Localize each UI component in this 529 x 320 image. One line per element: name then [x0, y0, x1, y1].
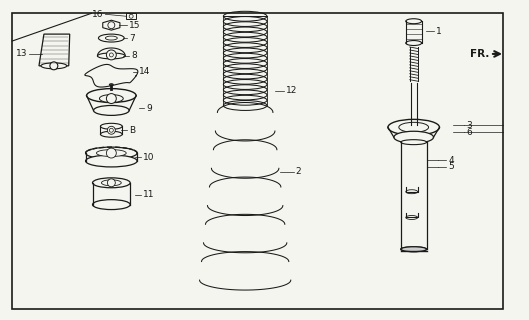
Circle shape [107, 179, 115, 187]
Text: 10: 10 [143, 153, 154, 162]
Ellipse shape [94, 106, 129, 116]
Circle shape [106, 148, 116, 158]
Text: 2: 2 [296, 167, 302, 176]
Text: FR.: FR. [470, 49, 489, 59]
Ellipse shape [399, 122, 428, 132]
Text: 14: 14 [139, 67, 150, 76]
Text: 15: 15 [129, 21, 141, 30]
Text: 13: 13 [16, 49, 28, 59]
Text: 7: 7 [129, 34, 135, 43]
Ellipse shape [86, 147, 137, 159]
Circle shape [106, 50, 116, 60]
Ellipse shape [86, 155, 137, 167]
Circle shape [108, 22, 115, 29]
Ellipse shape [406, 19, 422, 24]
Circle shape [110, 53, 113, 57]
Ellipse shape [110, 84, 113, 86]
Ellipse shape [101, 131, 122, 137]
Ellipse shape [401, 140, 426, 145]
Ellipse shape [406, 41, 422, 45]
Text: 16: 16 [92, 10, 103, 19]
Text: 3: 3 [466, 121, 472, 130]
Text: 9: 9 [146, 104, 152, 113]
Ellipse shape [102, 180, 121, 186]
Ellipse shape [394, 131, 434, 143]
Circle shape [110, 128, 113, 132]
Ellipse shape [401, 247, 426, 252]
Text: 1: 1 [435, 27, 441, 36]
Ellipse shape [93, 178, 130, 188]
Text: 8: 8 [131, 52, 137, 60]
Ellipse shape [41, 63, 67, 69]
Text: 5: 5 [449, 163, 454, 172]
Text: 6: 6 [466, 128, 472, 137]
Ellipse shape [388, 119, 440, 135]
Text: 11: 11 [143, 190, 154, 199]
Polygon shape [103, 20, 120, 30]
Ellipse shape [99, 95, 123, 102]
Ellipse shape [101, 123, 122, 129]
Polygon shape [39, 34, 70, 66]
Ellipse shape [87, 89, 136, 102]
Ellipse shape [406, 190, 418, 194]
Ellipse shape [98, 34, 124, 42]
Ellipse shape [406, 215, 418, 220]
Ellipse shape [97, 53, 125, 59]
Ellipse shape [96, 149, 126, 156]
Circle shape [107, 126, 115, 134]
Ellipse shape [401, 247, 426, 252]
Text: B: B [129, 126, 135, 135]
Circle shape [50, 62, 58, 70]
Text: 4: 4 [449, 156, 454, 164]
Circle shape [106, 93, 116, 103]
Ellipse shape [105, 36, 117, 40]
Ellipse shape [93, 200, 130, 210]
Text: 12: 12 [286, 86, 297, 95]
